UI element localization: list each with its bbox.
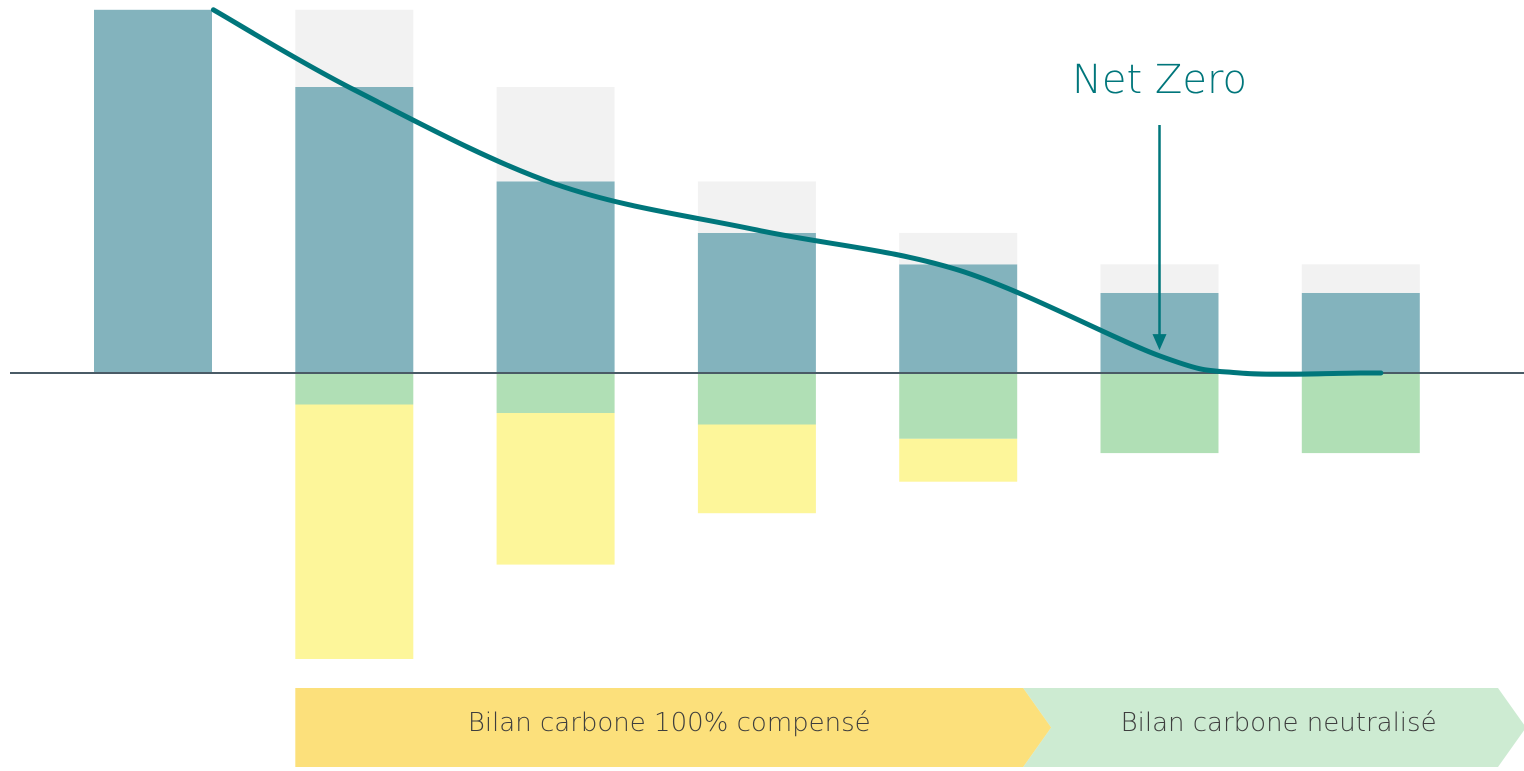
bar-sequestration-3 xyxy=(496,373,615,413)
phase-compensated-banner xyxy=(295,688,1052,767)
bar-offsets-5 xyxy=(899,438,1018,482)
bar-reduced-3 xyxy=(496,87,615,182)
bar-emissions-3 xyxy=(496,181,615,373)
bar-offsets-4 xyxy=(697,424,816,514)
bar-sequestration-7 xyxy=(1301,373,1420,454)
bar-reduced-7 xyxy=(1301,264,1420,293)
bar-reduced-2 xyxy=(295,9,414,87)
phase-neutralised-label: Bilan carbone neutralisé xyxy=(1121,708,1437,738)
net-emissions-curve xyxy=(210,7,1384,377)
bar-emissions-1 xyxy=(94,9,212,374)
annotation-layer: Net Zero xyxy=(1072,57,1247,351)
net-zero-label: Net Zero xyxy=(1072,57,1247,103)
bar-emissions-4 xyxy=(697,232,816,373)
bar-sequestration-4 xyxy=(697,373,816,425)
bars-layer xyxy=(94,9,1420,659)
bar-emissions-5 xyxy=(899,264,1018,373)
bar-offsets-2 xyxy=(295,404,414,659)
bar-offsets-3 xyxy=(496,413,615,565)
bar-sequestration-2 xyxy=(295,373,414,405)
phase-compensated-label: Bilan carbone 100% compensé xyxy=(468,708,871,738)
bar-emissions-7 xyxy=(1301,292,1420,373)
bar-sequestration-6 xyxy=(1100,373,1219,454)
bar-sequestration-5 xyxy=(899,373,1018,439)
bar-reduced-4 xyxy=(697,181,816,233)
net-zero-arrowhead xyxy=(1152,334,1167,351)
phase-neutralised-banner xyxy=(1023,688,1524,767)
bar-emissions-2 xyxy=(295,87,414,373)
phase-banner: Bilan carbone 100% compensé Bilan carbon… xyxy=(295,688,1524,767)
